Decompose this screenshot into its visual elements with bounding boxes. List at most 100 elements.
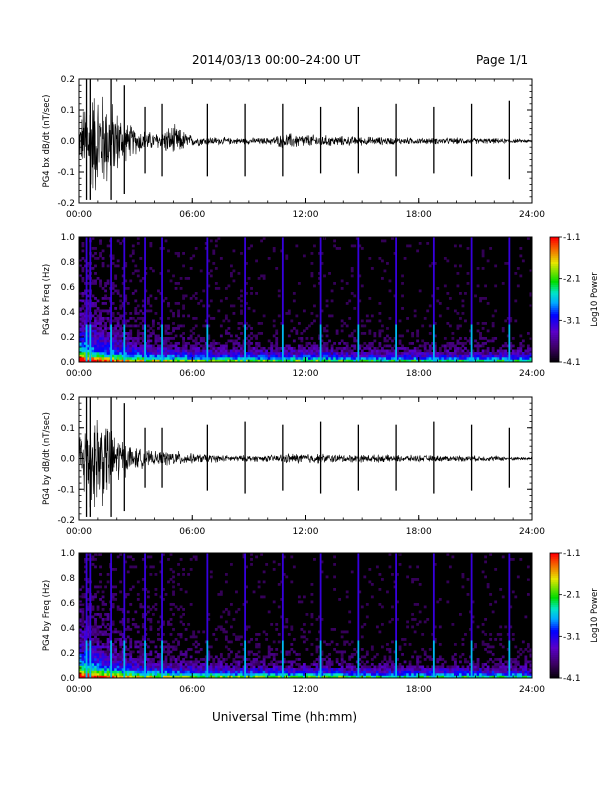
spectrogram-cell bbox=[177, 675, 180, 679]
spectrogram-cell bbox=[179, 287, 183, 290]
spectrogram-cell bbox=[240, 289, 243, 293]
spectrogram-cell bbox=[250, 665, 253, 669]
spectrogram-cell bbox=[423, 653, 427, 656]
spectrogram-cell bbox=[94, 344, 97, 348]
spectrogram-cell bbox=[330, 628, 334, 631]
spectrogram-cell bbox=[86, 352, 90, 355]
spectrogram-cell bbox=[81, 670, 85, 674]
spectrogram-cell bbox=[345, 663, 349, 666]
spectrogram-cell bbox=[313, 347, 316, 350]
spectrogram-cell bbox=[524, 354, 528, 358]
spectrogram-cell bbox=[257, 673, 261, 676]
spectrogram-cell bbox=[116, 349, 120, 353]
spectrogram-cell bbox=[499, 668, 503, 671]
spectrogram-cell bbox=[222, 658, 226, 661]
spectrogram-cell bbox=[94, 663, 97, 666]
spectrogram-cell bbox=[461, 357, 465, 360]
spectrogram-cell bbox=[242, 658, 246, 661]
spectrogram-cell bbox=[81, 359, 85, 363]
spectrogram-cell bbox=[516, 284, 520, 288]
spectrogram-cell bbox=[146, 339, 150, 343]
spectrogram-cell bbox=[406, 357, 409, 360]
spectrogram-cell bbox=[222, 347, 226, 350]
spectrogram-cell bbox=[194, 675, 198, 679]
y-tick-label: 0.6 bbox=[61, 283, 76, 293]
spectrogram-cell bbox=[99, 354, 102, 358]
spectrogram-cell bbox=[459, 613, 462, 616]
spectrogram-cell bbox=[365, 359, 369, 363]
spectrogram-cell bbox=[426, 665, 430, 669]
spectrogram-cell bbox=[401, 357, 404, 360]
spectrogram-cell bbox=[295, 653, 299, 656]
spectrogram-cell bbox=[428, 357, 432, 360]
spectrogram-cell bbox=[436, 658, 440, 661]
spectrogram-cell bbox=[300, 359, 304, 363]
spectrogram-cell bbox=[91, 670, 95, 674]
spectrogram-cell bbox=[456, 359, 460, 363]
spectrogram-cell bbox=[365, 357, 369, 360]
spectrogram-cell bbox=[129, 312, 133, 315]
spectrogram-cell bbox=[486, 665, 490, 669]
spectrogram-cell bbox=[521, 359, 525, 363]
y-tick-label: 0.4 bbox=[61, 624, 76, 634]
spectrogram-cell bbox=[378, 359, 382, 363]
spectrogram-cell bbox=[313, 660, 316, 664]
spectrogram-cell bbox=[514, 319, 518, 323]
spectrogram-cell bbox=[189, 568, 193, 571]
spectrogram-cell bbox=[320, 673, 324, 676]
spectrogram-cell bbox=[330, 675, 334, 679]
spectrogram-cell bbox=[114, 653, 118, 656]
spectrogram-cell bbox=[486, 650, 490, 654]
spectrogram-cell bbox=[386, 357, 389, 360]
spectrogram-cell bbox=[315, 314, 319, 318]
spectrogram-cell bbox=[84, 324, 87, 328]
spectrogram-cell bbox=[260, 347, 264, 350]
colorbar-segment bbox=[550, 339, 559, 342]
spectrogram-cell bbox=[146, 337, 150, 340]
spectrogram-cell bbox=[313, 359, 316, 363]
spectrogram-cell bbox=[313, 670, 316, 674]
spectrogram-cell bbox=[403, 643, 407, 646]
spectrogram-cell bbox=[81, 608, 85, 611]
spectrogram-cell bbox=[290, 555, 294, 559]
spectrogram-cell bbox=[84, 347, 87, 350]
spectrogram-cell bbox=[79, 292, 82, 295]
spectrogram-cell bbox=[134, 264, 138, 268]
colorbar-segment bbox=[550, 343, 559, 346]
spectrogram-cell bbox=[96, 322, 100, 325]
spectrogram-cell bbox=[104, 670, 107, 674]
spectrogram-cell bbox=[302, 354, 306, 358]
spectrogram-cell bbox=[141, 663, 145, 666]
spectrogram-cell bbox=[358, 675, 362, 679]
spectrogram-cell bbox=[338, 663, 342, 666]
spectrogram-cell bbox=[257, 585, 261, 589]
spectrogram-cell bbox=[141, 635, 145, 639]
spectrogram-cell bbox=[99, 663, 102, 666]
spectrogram-cell bbox=[86, 332, 90, 335]
spectrogram-spike bbox=[319, 640, 322, 678]
spectrogram-cell bbox=[94, 620, 97, 624]
spectrogram-cell bbox=[469, 354, 472, 358]
spectrogram-cell bbox=[141, 668, 145, 671]
spectrogram-cell bbox=[164, 327, 168, 330]
spectrogram-cell bbox=[136, 342, 140, 345]
spectrogram-cell bbox=[136, 670, 140, 674]
spectrogram-cell bbox=[285, 665, 289, 669]
spectrogram-cell bbox=[242, 555, 246, 559]
spectrogram-cell bbox=[167, 354, 170, 358]
spectrogram-cell bbox=[116, 339, 120, 343]
spectrogram-cell bbox=[157, 673, 160, 676]
spectrogram-cell bbox=[96, 299, 100, 303]
spectrogram-cell bbox=[202, 668, 206, 671]
spectrogram-cell bbox=[94, 309, 97, 313]
spectrogram-cell bbox=[192, 357, 196, 360]
spectrogram-cell bbox=[177, 357, 180, 360]
spectrogram-cell bbox=[172, 329, 175, 333]
spectrogram-cell bbox=[375, 347, 379, 350]
spectrogram-cell bbox=[292, 327, 296, 330]
spectrogram-cell bbox=[232, 249, 236, 253]
spectrogram-cell bbox=[383, 352, 387, 355]
spectrogram-cell bbox=[491, 322, 495, 325]
spectrogram-cell bbox=[214, 282, 218, 285]
spectrogram-cell bbox=[172, 580, 175, 584]
